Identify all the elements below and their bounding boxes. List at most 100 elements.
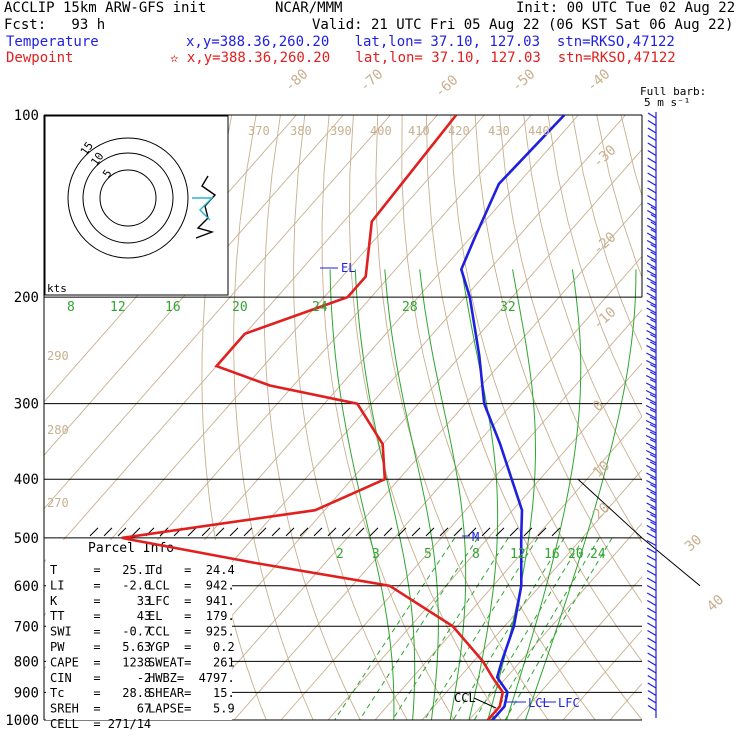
pressure-label: 200 xyxy=(14,290,39,306)
hodograph-trace xyxy=(195,175,217,239)
hodograph-storm-motion xyxy=(192,197,214,221)
parcel-info-right: CCL = 925. xyxy=(148,625,235,639)
wind-barb-half xyxy=(650,318,657,324)
wind-barb xyxy=(646,217,657,224)
wind-barb xyxy=(647,172,657,179)
parcel-info-left: CELL = 271/14 xyxy=(50,717,151,731)
hatch-mark xyxy=(201,527,211,537)
isotherm xyxy=(233,255,642,720)
wind-barb xyxy=(646,292,657,299)
wind-barb xyxy=(646,367,657,374)
theta-label: 430 xyxy=(488,124,510,138)
moist-adiabat-label: 28 xyxy=(402,300,418,315)
parcel-info-left: LI = -2.6 xyxy=(50,578,151,592)
valid-time: Valid: 21 UTC Fri 05 Aug 22 (06 KST Sat … xyxy=(312,17,734,33)
wind-barb xyxy=(647,202,657,209)
mixing-ratio-label: 2 xyxy=(336,547,344,562)
wind-barb-half xyxy=(650,506,657,511)
dewpoint-location: ✫ x,y=388.36,260.20 lat,lon= 37.10, 127.… xyxy=(170,50,676,66)
hatch-mark xyxy=(439,527,449,537)
wind-barb-half xyxy=(649,461,657,466)
wind-barb-half xyxy=(649,453,657,459)
pressure-label: 400 xyxy=(14,472,39,488)
isotherm xyxy=(421,469,642,720)
hatch-mark xyxy=(257,527,267,537)
parcel-info-left: SWI = -0.7 xyxy=(50,625,151,639)
hatch-mark xyxy=(215,527,225,537)
wind-barb xyxy=(646,299,657,307)
wind-barb xyxy=(647,652,657,659)
parcel-info-right: SHEAR= 15. xyxy=(148,686,235,700)
wind-barb xyxy=(646,562,657,569)
dry-adiabat xyxy=(401,115,596,720)
wind-barb xyxy=(647,667,657,674)
wind-barb xyxy=(646,539,657,547)
hodograph-ring-label: 10 xyxy=(88,150,106,168)
wind-barb xyxy=(647,127,657,134)
wind-barb-half xyxy=(649,401,657,406)
moist-adiabat-label: 32 xyxy=(500,300,516,315)
parcel-info-right: Td = 24.4 xyxy=(148,563,235,577)
wind-barb xyxy=(645,382,657,389)
wind-barb-half xyxy=(650,521,657,526)
pressure-label: 300 xyxy=(14,397,39,413)
parcel-info-right: LAPSE= 5.9 xyxy=(148,702,235,716)
isotherm-label: -60 xyxy=(432,72,462,101)
dry-adiabat xyxy=(523,115,642,482)
mixing-ratio-label: 3 xyxy=(372,547,380,562)
mixing-ratio-line xyxy=(490,537,600,720)
mixing-ratio-line xyxy=(504,537,613,720)
dry-adiabat xyxy=(425,115,642,720)
wind-barb xyxy=(646,584,657,592)
wind-barb xyxy=(645,442,657,449)
isotherm-label: -80 xyxy=(282,66,312,95)
wind-barb xyxy=(647,112,657,119)
wind-barb xyxy=(647,697,657,704)
moist-adiabat xyxy=(419,269,467,720)
wind-barb xyxy=(646,592,657,599)
parcel-info-right: EL = 179. xyxy=(148,609,235,623)
wind-barb xyxy=(646,547,657,554)
wind-barb-half xyxy=(650,273,657,279)
wind-barb-half xyxy=(650,326,657,331)
moist-adiabat xyxy=(524,269,637,720)
hodograph-ring xyxy=(99,169,157,227)
wind-barb xyxy=(646,247,657,254)
isotherm-label: 30 xyxy=(682,532,705,555)
wind-barb-half xyxy=(649,438,657,444)
isotherm-label: 10 xyxy=(590,458,613,481)
moist-adiabat xyxy=(329,269,395,720)
isotherm xyxy=(327,362,642,720)
wind-barb-half xyxy=(650,281,657,286)
wind-barb-half xyxy=(650,333,657,339)
wind-barb xyxy=(647,644,657,652)
hatch-mark xyxy=(229,527,239,537)
parcel-info-left: T = 25.1 xyxy=(50,563,151,577)
wind-barb xyxy=(646,329,657,337)
dewpoint-legend: Dewpoint xyxy=(6,50,74,66)
parcel-info-right: SWEAT= 261 xyxy=(148,655,235,669)
hatch-mark xyxy=(327,527,337,537)
wind-barb xyxy=(646,554,657,562)
dry-adiabat xyxy=(233,115,314,720)
mixing-ratio-line xyxy=(392,537,509,720)
parcel-info-box xyxy=(46,540,232,720)
hatch-mark xyxy=(89,527,99,537)
wind-barb xyxy=(645,449,657,457)
mixing-ratio-label: 5 xyxy=(424,547,432,562)
wind-barb-half xyxy=(650,221,657,226)
pressure-label: 800 xyxy=(14,654,39,670)
wind-barb-half xyxy=(649,476,657,481)
parcel-info-left: TT = 43 xyxy=(50,609,151,623)
wind-barb xyxy=(646,517,657,524)
wind-barb xyxy=(646,577,657,584)
wind-barb xyxy=(647,629,657,637)
hodograph-ring-label: 15 xyxy=(78,139,96,157)
hatch-mark xyxy=(481,527,491,537)
wind-barb xyxy=(647,209,657,217)
wind-barb xyxy=(646,464,657,472)
hatch-mark xyxy=(537,527,547,537)
level-marker-el: EL xyxy=(341,261,355,275)
isotherm-label: 20 xyxy=(590,500,613,523)
